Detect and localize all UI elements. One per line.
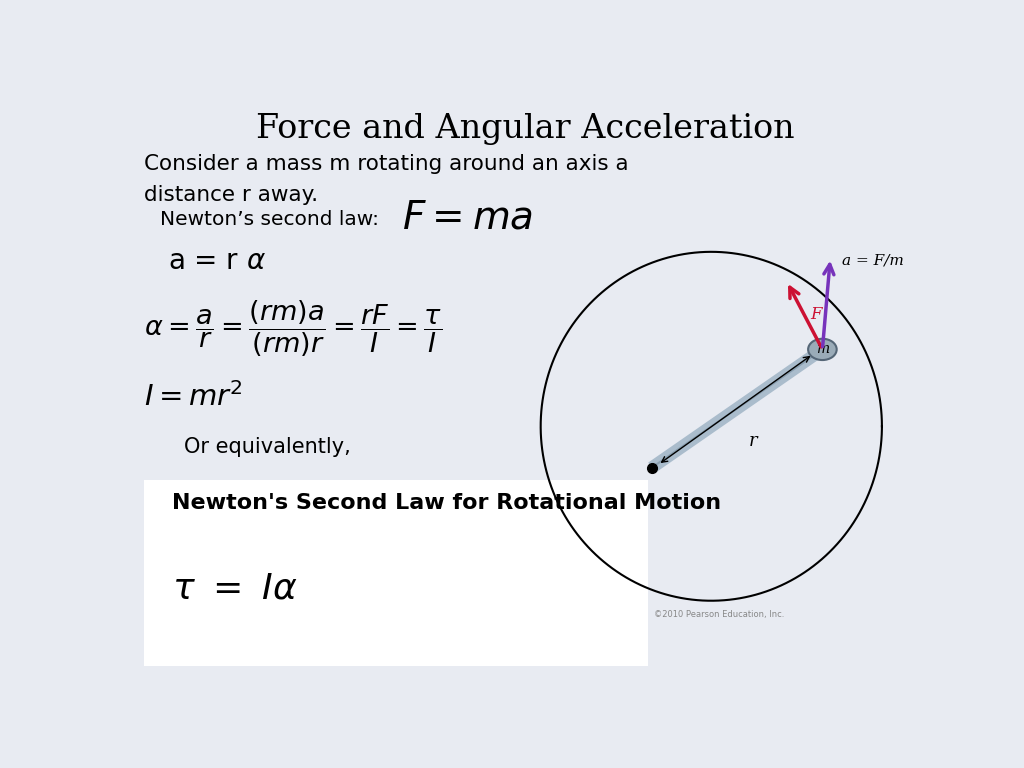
Text: m: m (816, 343, 829, 356)
Text: F: F (811, 306, 822, 323)
Text: $\alpha = \dfrac{a}{r} = \dfrac{(rm)a}{(rm)r} = \dfrac{rF}{I} = \dfrac{\tau}{I}$: $\alpha = \dfrac{a}{r} = \dfrac{(rm)a}{(… (143, 299, 442, 359)
Text: $\tau \ = \ I\alpha$: $\tau \ = \ I\alpha$ (172, 572, 297, 606)
Text: $I = mr^2$: $I = mr^2$ (143, 382, 243, 412)
Text: a = F/m: a = F/m (842, 253, 904, 268)
Text: Force and Angular Acceleration: Force and Angular Acceleration (256, 113, 794, 145)
Text: a = r $\alpha$: a = r $\alpha$ (168, 247, 265, 275)
Text: ©2010 Pearson Education, Inc.: ©2010 Pearson Education, Inc. (654, 610, 784, 618)
Text: Newton's Second Law for Rotational Motion: Newton's Second Law for Rotational Motio… (172, 493, 721, 513)
Text: Or equivalently,: Or equivalently, (183, 437, 350, 457)
Text: Consider a mass m rotating around an axis a
distance r away.: Consider a mass m rotating around an axi… (143, 154, 629, 206)
Circle shape (808, 339, 837, 360)
FancyBboxPatch shape (143, 479, 648, 666)
Text: Newton’s second law:: Newton’s second law: (160, 210, 379, 229)
Text: $F = ma$: $F = ma$ (401, 199, 534, 236)
Text: r: r (749, 432, 758, 450)
